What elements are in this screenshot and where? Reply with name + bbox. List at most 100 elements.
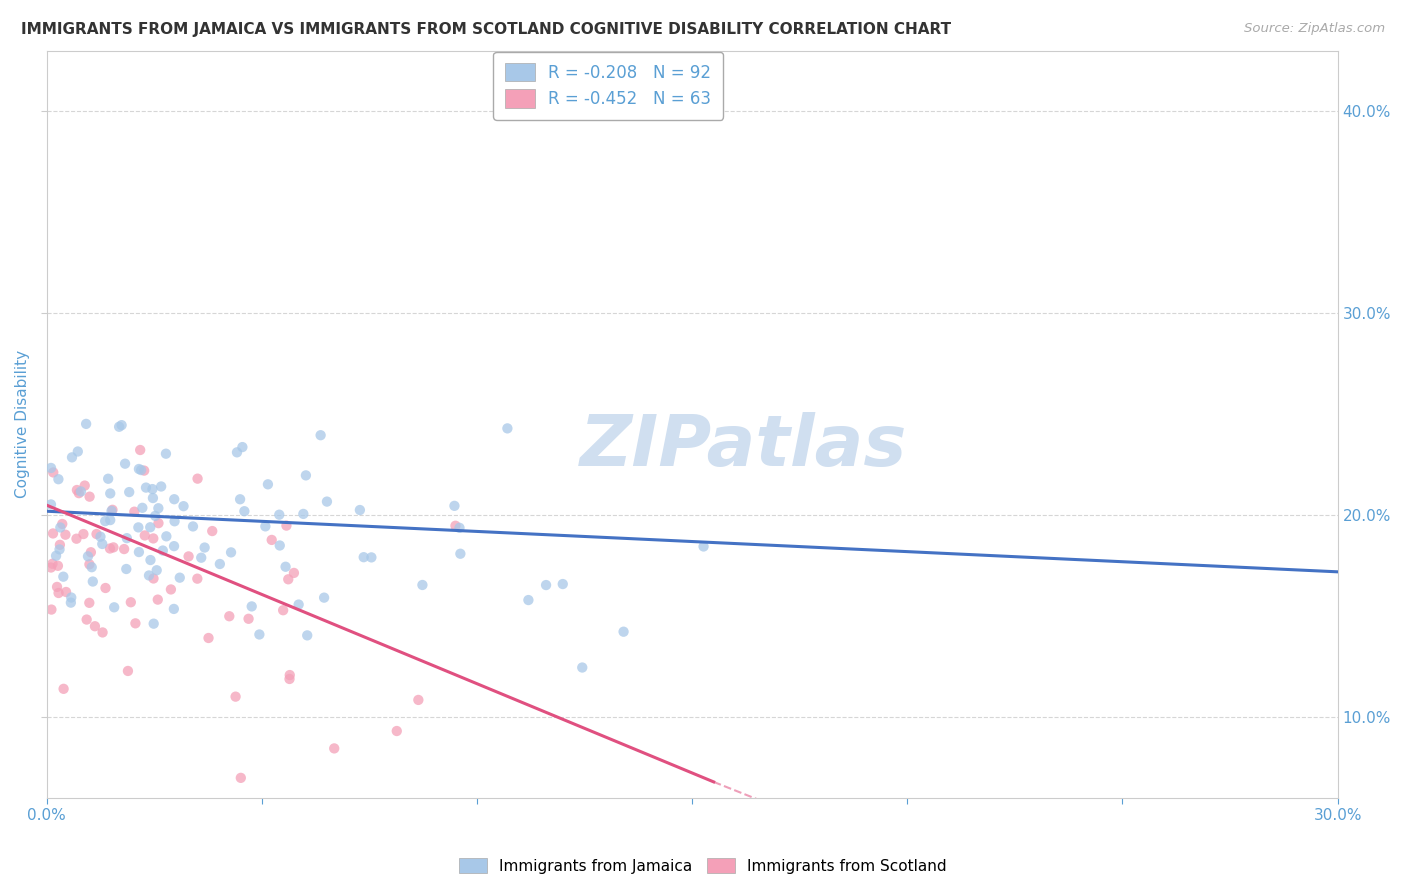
Point [292,507,315,521]
Point [52,570,75,584]
Point [145,563,167,577]
Point [41,602,63,616]
Point [60,591,83,605]
Point [692,540,714,554]
Point [360,550,382,565]
Point [79,596,101,610]
Point [231,440,253,454]
Point [138,568,160,582]
Point [114,457,136,471]
Point [66,483,89,497]
Point [240,599,263,614]
Point [444,518,467,533]
Point [142,491,165,505]
Point [86,527,108,541]
Point [89,530,111,544]
Point [77,549,100,564]
Point [148,501,170,516]
Point [48,586,70,600]
Point [134,464,156,478]
Point [39,461,62,475]
Point [79,490,101,504]
Point [269,539,291,553]
Point [91,625,114,640]
Point [67,486,90,500]
Point [124,505,146,519]
Point [163,514,186,528]
Point [408,693,430,707]
Point [115,531,138,545]
Point [55,585,77,599]
Point [46,558,69,573]
Point [173,499,195,513]
Point [72,527,94,541]
Point [94,514,117,528]
Point [287,598,309,612]
Point [353,550,375,565]
Point [98,486,121,500]
Point [120,595,142,609]
Point [163,602,186,616]
Point [443,499,465,513]
Point [297,628,319,642]
Point [129,442,152,457]
Point [229,492,252,507]
Point [169,571,191,585]
Point [94,581,117,595]
Point [91,537,114,551]
Point [139,520,162,534]
Point [449,547,471,561]
Point [160,582,183,597]
Point [148,516,170,531]
Point [142,616,165,631]
Point [76,613,98,627]
Point [129,463,152,477]
Point [117,664,139,678]
Point [197,631,219,645]
Text: ZIPatlas: ZIPatlas [581,412,907,482]
Point [194,541,217,555]
Point [146,592,169,607]
Point [571,660,593,674]
Point [110,418,132,433]
Point [411,578,433,592]
Point [233,504,256,518]
Point [613,624,636,639]
Point [551,577,574,591]
Point [163,492,186,507]
Point [517,593,540,607]
Point [269,508,291,522]
Point [127,520,149,534]
Point [75,417,97,431]
Point [143,508,166,523]
Point [349,503,371,517]
Point [155,529,177,543]
Point [247,627,270,641]
Point [52,681,75,696]
Point [277,572,299,586]
Point [142,532,165,546]
Point [60,450,83,465]
Point [385,724,408,739]
Text: Source: ZipAtlas.com: Source: ZipAtlas.com [1244,22,1385,36]
Point [118,485,141,500]
Point [51,516,73,531]
Point [274,559,297,574]
Point [103,600,125,615]
Point [229,771,252,785]
Point [80,545,103,559]
Point [254,519,277,533]
Point [65,532,87,546]
Point [309,428,332,442]
Point [115,562,138,576]
Point [276,518,298,533]
Point [101,503,124,517]
Point [219,545,242,559]
Point [46,580,69,594]
Point [98,541,121,556]
Point [131,500,153,515]
Point [42,526,65,541]
Point [66,444,89,458]
Legend: Immigrants from Jamaica, Immigrants from Scotland: Immigrants from Jamaica, Immigrants from… [453,852,953,880]
Point [41,557,63,571]
